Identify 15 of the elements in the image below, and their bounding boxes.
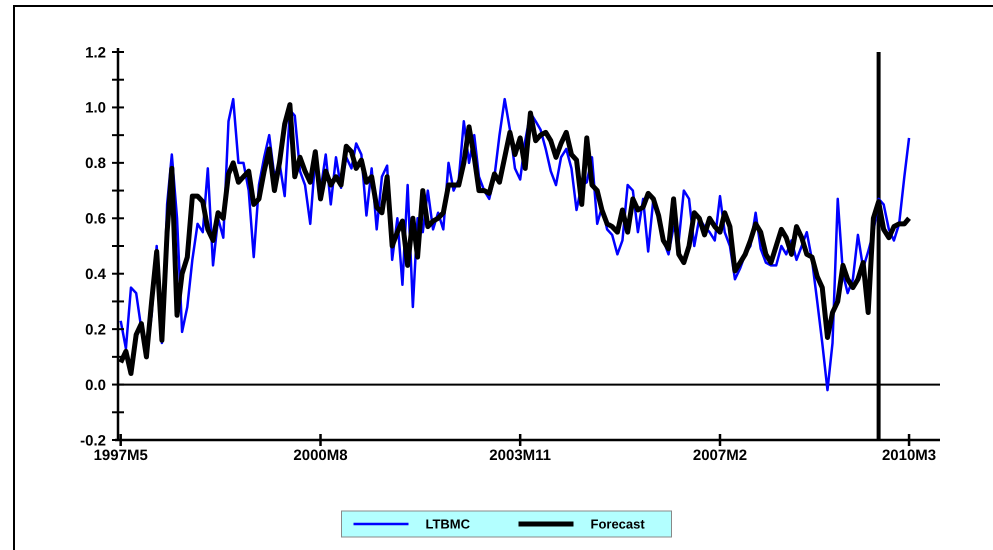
- y-tick-label: 1.2: [85, 44, 106, 62]
- y-tick-label: 0.2: [85, 321, 106, 338]
- legend-label: Forecast: [590, 516, 646, 532]
- x-tick-label: 2010M3: [882, 447, 936, 464]
- y-tick-label: 0.8: [85, 155, 106, 172]
- x-tick-label: 2007M2: [692, 447, 748, 464]
- y-tick-label: 0.6: [85, 210, 106, 228]
- legend-label: LTBMC: [426, 516, 471, 532]
- x-tick-label: 1997M5: [94, 447, 148, 464]
- y-tick-label: 0.4: [85, 266, 107, 283]
- x-tick-label: 2003M11: [489, 447, 552, 464]
- y-tick-label: -0.2: [80, 432, 106, 450]
- y-tick-label: 1.0: [85, 100, 106, 117]
- y-tick-label: 0.0: [85, 376, 106, 394]
- x-tick-label: 2000M8: [293, 447, 348, 464]
